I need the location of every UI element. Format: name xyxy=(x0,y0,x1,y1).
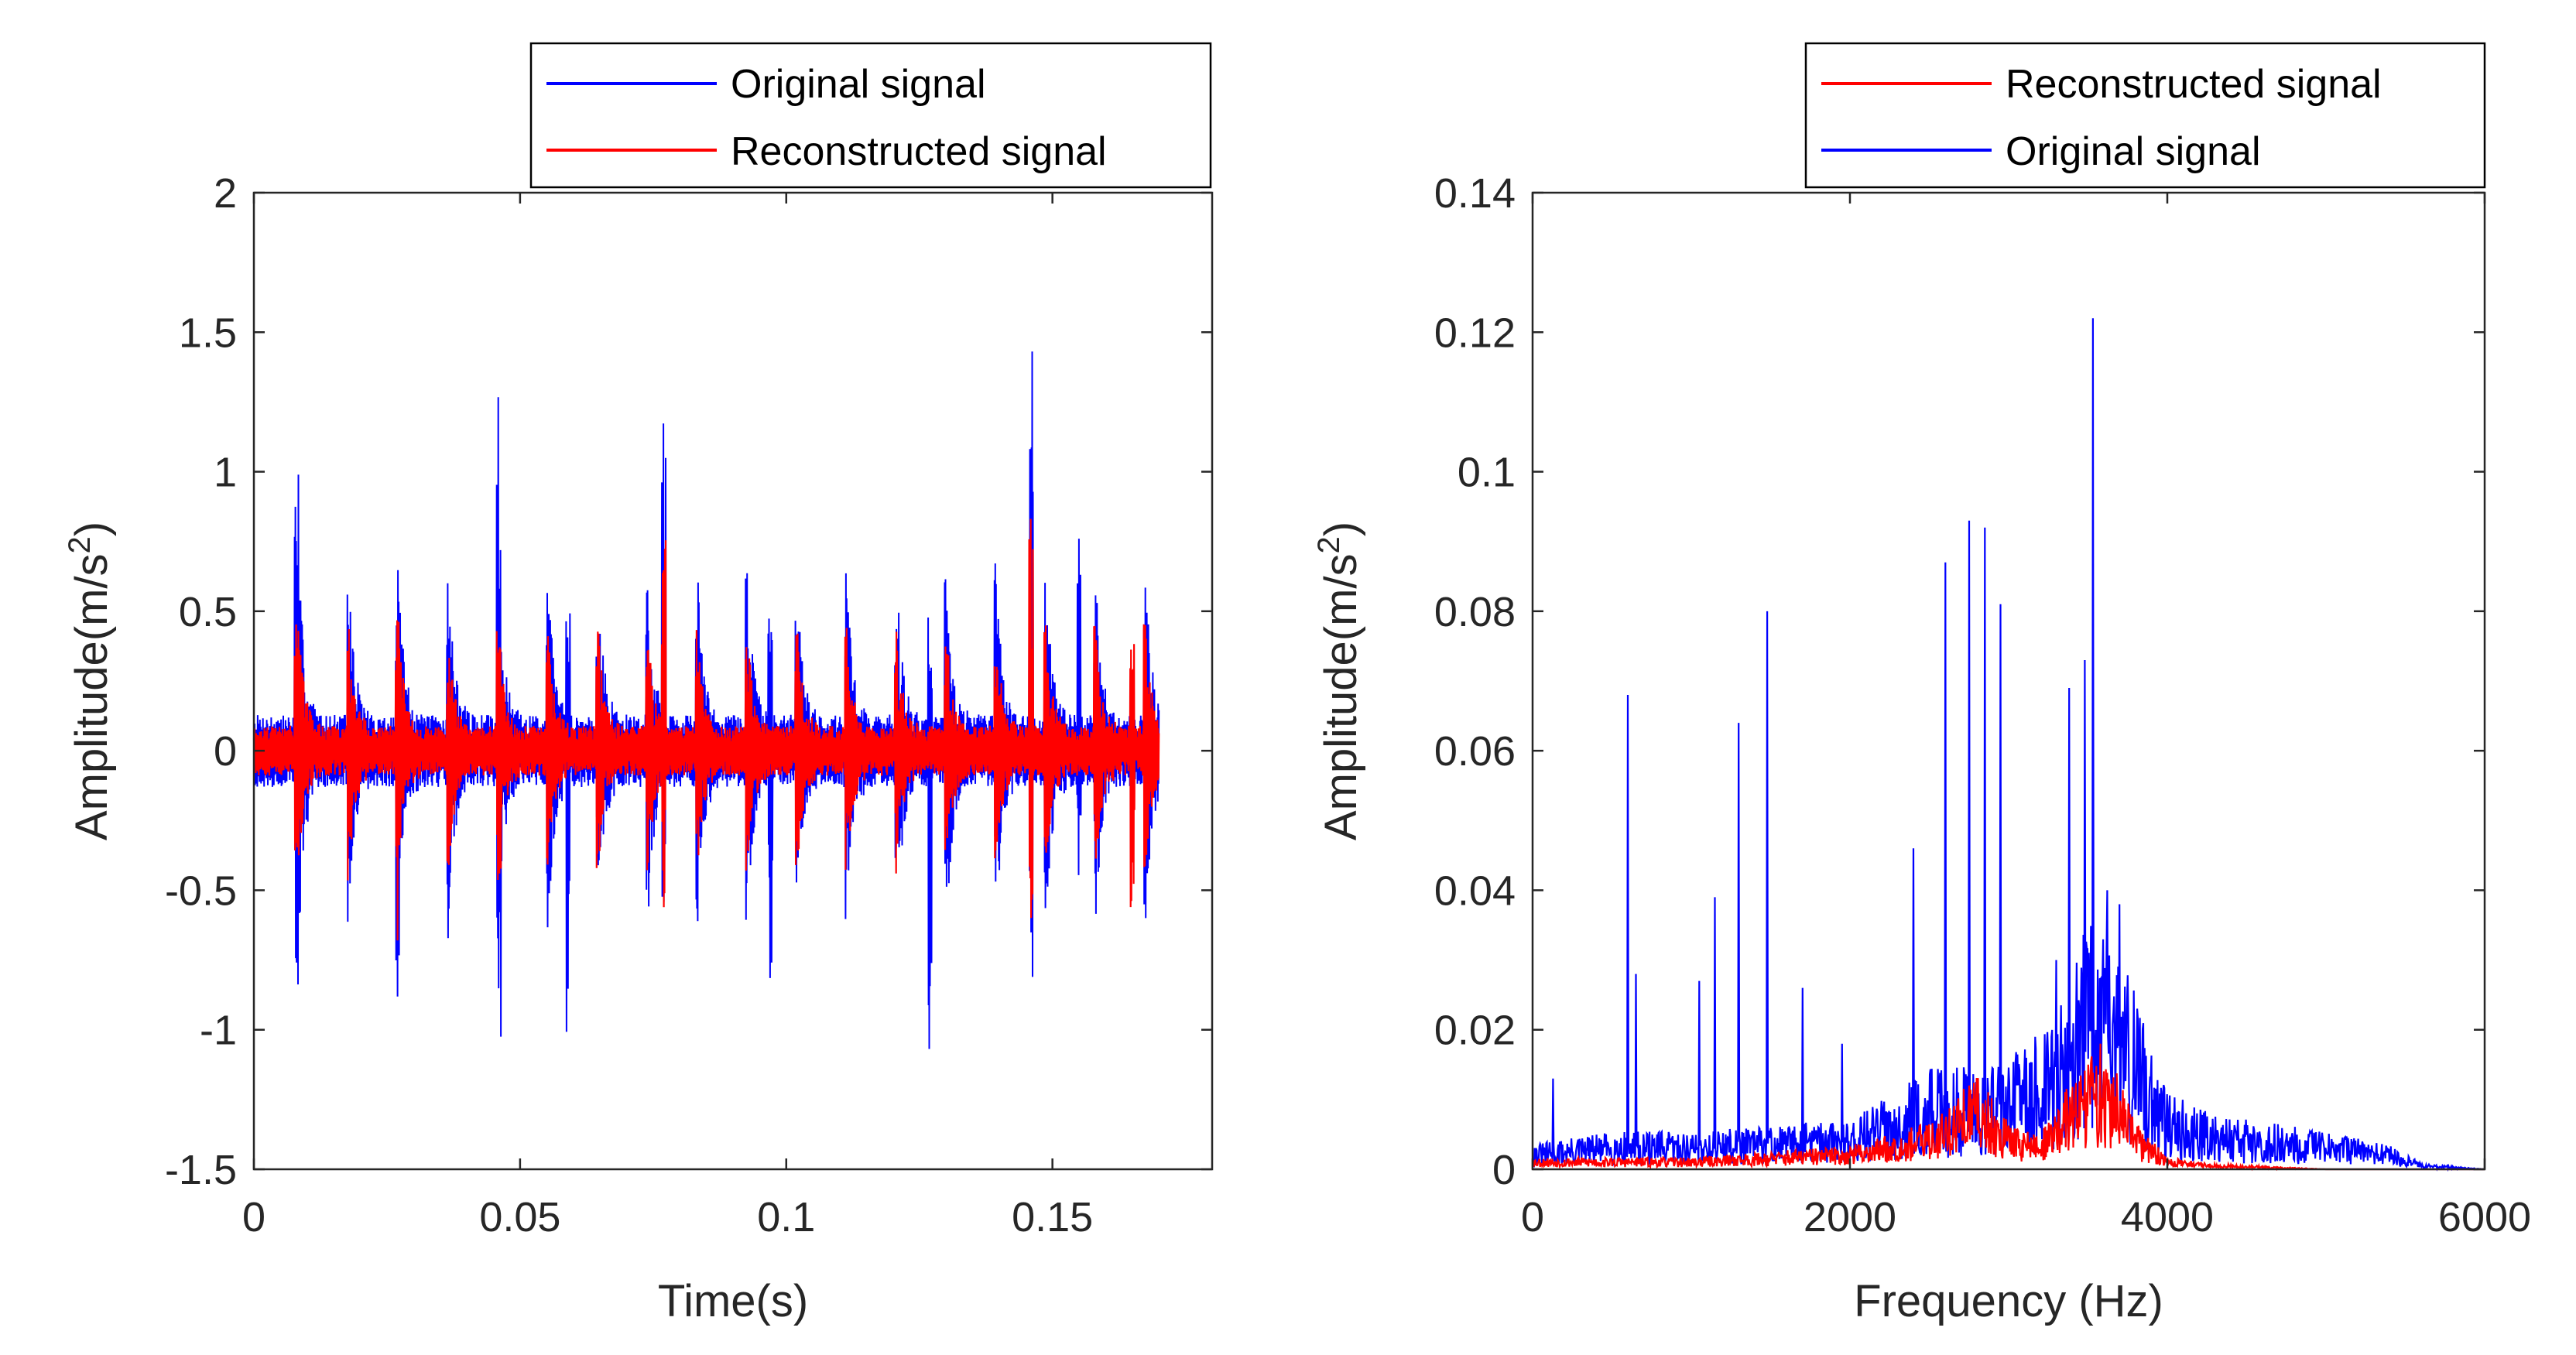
frequency-ytick-label: 0.04 xyxy=(1434,867,1516,914)
time-legend-box xyxy=(529,42,1212,189)
frequency-reconstructed-signal-line xyxy=(1531,1043,2485,1172)
time-axes-frame xyxy=(252,191,1214,1171)
time-x-axis-label: Time(s) xyxy=(658,1276,808,1326)
time-ytick-label: 2 xyxy=(214,170,237,217)
frequency-xtick-label: 4000 xyxy=(2121,1194,2214,1240)
frequency-xtick-label: 2000 xyxy=(1804,1194,1896,1240)
time-ytick-label: 0.5 xyxy=(179,589,237,635)
time-xtick-label: 0.15 xyxy=(1012,1194,1093,1240)
frequency-legend-reconstructed-label: Reconstructed signal xyxy=(2006,62,2382,107)
frequency-original-signal-line xyxy=(1531,318,2485,1172)
frequency-ytick-label: 0 xyxy=(1492,1147,1516,1193)
time-xtick-label: 0 xyxy=(242,1194,265,1240)
time-ticks: 0 0.05 0.1 0.15 -1.5 -1 -0.5 0 0.5 1 1.5 2 xyxy=(165,170,1212,1240)
time-legend: Original signal Reconstructed signal xyxy=(529,42,1212,189)
frequency-spectrum-chart: 0 2000 4000 6000 0 0.02 0.04 0.06 0.08 0.1 0.12 0.1… xyxy=(1312,42,2531,1326)
frequency-ytick-label: 0.02 xyxy=(1434,1008,1516,1054)
frequency-ytick-label: 0.14 xyxy=(1434,170,1516,217)
frequency-ytick-label: 0.12 xyxy=(1434,310,1516,356)
frequency-ytick-label: 0.1 xyxy=(1458,450,1516,496)
frequency-ticks: 0 2000 4000 6000 0 0.02 0.04 0.06 0.08 0.1 0.12 0.1… xyxy=(1434,170,2531,1240)
time-original-signal-line xyxy=(253,351,1160,1049)
time-ytick-label: 0 xyxy=(214,728,237,775)
time-legend-reconstructed-label: Reconstructed signal xyxy=(731,129,1107,174)
time-ytick-label: 1 xyxy=(214,450,237,496)
frequency-legend: Reconstructed signal Original signal xyxy=(1804,42,2486,189)
frequency-y-axis-label: Amplitude(m/s2) xyxy=(1312,522,1366,840)
time-y-axis-label: Amplitude(m/s2) xyxy=(63,522,117,840)
frequency-x-axis-label: Frequency (Hz) xyxy=(1854,1276,2163,1326)
frequency-xtick-label: 0 xyxy=(1521,1194,1544,1240)
time-xtick-label: 0.1 xyxy=(757,1194,815,1240)
frequency-plot-area xyxy=(1531,318,2485,1172)
frequency-ytick-label: 0.06 xyxy=(1434,728,1516,775)
frequency-xtick-label: 6000 xyxy=(2438,1194,2531,1240)
time-ytick-label: 1.5 xyxy=(179,310,237,356)
time-ytick-label: -0.5 xyxy=(165,867,237,914)
frequency-axes-frame xyxy=(1531,191,2486,1171)
time-plot-area xyxy=(252,351,1160,1049)
time-ytick-label: -1 xyxy=(200,1008,237,1054)
time-domain-chart: 0 0.05 0.1 0.15-1.5-1-0.500.511.52 Time(s) … xyxy=(63,42,1214,1326)
time-legend-original-label: Original signal xyxy=(731,62,986,107)
time-reconstructed-signal-line xyxy=(252,518,1160,941)
time-xtick-label: 0.05 xyxy=(479,1194,560,1240)
time-ytick-label: -1.5 xyxy=(165,1147,237,1193)
frequency-legend-original-label: Original signal xyxy=(2006,129,2261,174)
frequency-ytick-label: 0.08 xyxy=(1434,589,1516,635)
frequency-legend-box xyxy=(1804,42,2486,189)
